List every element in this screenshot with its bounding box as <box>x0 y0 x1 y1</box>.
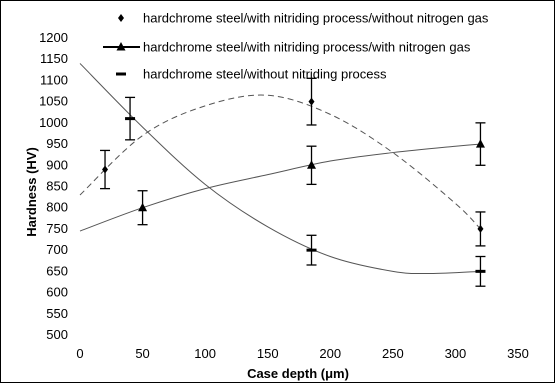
legend-marker <box>116 72 126 76</box>
legend-marker <box>118 14 124 22</box>
error-bars <box>100 77 486 287</box>
data-point-series-2 <box>307 160 317 169</box>
data-markers <box>102 97 486 273</box>
y-tick-label: 900 <box>46 157 68 172</box>
y-tick-label: 1100 <box>40 72 68 87</box>
legend-marker <box>116 42 126 51</box>
y-tick-label: 1000 <box>39 115 68 130</box>
x-tick-label: 0 <box>76 346 83 361</box>
y-tick-label: 750 <box>46 221 68 236</box>
x-tick-label: 50 <box>135 346 149 361</box>
legend-label: hardchrome steel/with nitriding process/… <box>143 40 471 55</box>
x-axis-label: Case depth (μm) <box>247 366 349 381</box>
legend: hardchrome steel/with nitriding process/… <box>103 11 489 82</box>
data-point-series-3 <box>125 117 136 121</box>
y-tick-label: 650 <box>46 263 68 278</box>
y-tick-label: 850 <box>46 179 68 194</box>
y-tick-label: 600 <box>46 285 68 300</box>
data-point-series-3 <box>306 248 317 252</box>
data-point-series-1 <box>477 224 484 233</box>
y-tick-label: 800 <box>46 200 68 215</box>
y-tick-label: 1150 <box>40 51 68 66</box>
x-tick-label: 150 <box>257 346 279 361</box>
y-tick-label: 500 <box>46 327 68 342</box>
trend-lines <box>79 63 481 275</box>
x-tick-label: 250 <box>382 346 404 361</box>
y-tick-label: 1200 <box>39 30 68 45</box>
y-tick-label: 950 <box>46 136 68 151</box>
trend-line-series-2 <box>79 143 481 232</box>
y-tick-label: 1050 <box>39 94 68 109</box>
data-point-series-1 <box>308 97 315 106</box>
x-tick-label: 300 <box>445 346 467 361</box>
x-tick-labels: 0 50 100 150 200 250 300 350 <box>76 346 528 361</box>
y-tick-labels: 500 550 600 650 700 750 800 850 900 950 1000 1050 11… <box>39 30 68 342</box>
data-point-series-2 <box>138 202 148 212</box>
x-tick-label: 200 <box>319 346 341 361</box>
data-point-series-1 <box>102 165 109 174</box>
y-tick-label: 550 <box>46 306 68 321</box>
x-tick-label: 350 <box>507 346 529 361</box>
data-point-series-2 <box>475 139 485 148</box>
legend-label: hardchrome steel/with nitriding process/… <box>143 11 489 26</box>
trend-line-series-3 <box>79 63 481 275</box>
trend-line-series-1 <box>79 94 481 230</box>
data-point-series-3 <box>475 269 486 273</box>
legend-label: hardchrome steel/without nitriding proce… <box>143 67 387 82</box>
y-tick-label: 700 <box>46 242 68 257</box>
y-axis-label: Hardness (HV) <box>24 147 39 237</box>
x-tick-label: 100 <box>194 346 216 361</box>
